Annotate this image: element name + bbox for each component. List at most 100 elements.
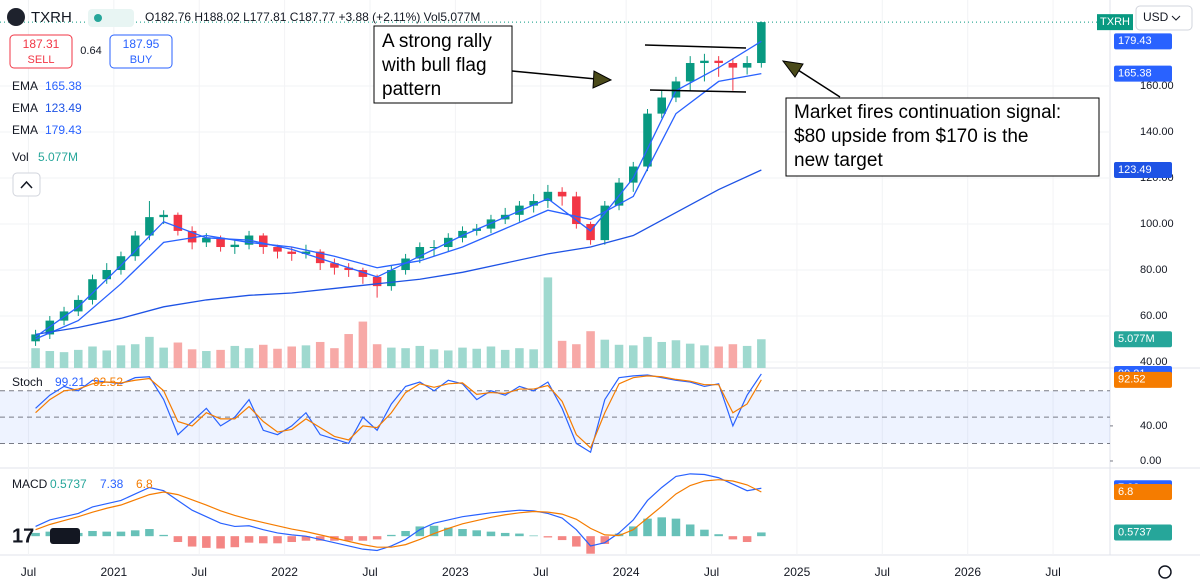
candle-body xyxy=(543,191,553,202)
sell-box[interactable] xyxy=(9,34,73,69)
candle-body xyxy=(515,205,524,215)
volume-bar xyxy=(543,277,553,368)
y-tick-label: 160.00 xyxy=(1140,80,1174,92)
macd-line xyxy=(35,473,762,552)
histogram-bar xyxy=(244,536,254,543)
volume-bar xyxy=(444,350,453,368)
candle-body xyxy=(429,247,439,249)
histogram-bar xyxy=(429,525,439,537)
price-label-bg xyxy=(1114,65,1172,82)
buy-label[interactable]: BUY xyxy=(130,54,153,66)
buy-price[interactable]: 187.95 xyxy=(123,37,160,51)
histogram-bar xyxy=(515,533,524,537)
candle-body xyxy=(643,113,652,167)
x-tick-label: 2024 xyxy=(613,565,640,579)
dropdown-icon[interactable] xyxy=(1171,15,1181,21)
volume-bar xyxy=(586,331,595,368)
volume-bar xyxy=(529,349,538,368)
volume-bar xyxy=(472,348,481,368)
ema-line xyxy=(35,169,762,336)
collapse-button[interactable] xyxy=(12,172,41,197)
histogram-bar xyxy=(259,536,268,544)
volume-bar xyxy=(401,348,410,368)
volume-bar xyxy=(315,341,325,368)
pane-title: MACD xyxy=(12,477,48,491)
candle-body xyxy=(685,63,695,82)
currency-box[interactable] xyxy=(1135,5,1193,31)
volume-bar xyxy=(387,347,396,368)
x-tick-label: 2025 xyxy=(784,565,811,579)
candle-body xyxy=(31,334,40,342)
candle-body xyxy=(714,60,723,64)
value-label: 0.5737 xyxy=(1118,526,1152,538)
histogram-bar xyxy=(614,533,624,537)
buy-button[interactable]: 187.95 BUY xyxy=(109,34,173,69)
sell-button[interactable]: 187.31 SELL xyxy=(9,34,73,69)
volume-bar xyxy=(728,344,738,368)
collapse-box[interactable] xyxy=(12,172,41,197)
candle-body xyxy=(586,224,595,241)
x-tick-label: Jul xyxy=(21,565,36,579)
histogram-bar xyxy=(600,536,610,544)
volume-bar xyxy=(202,351,211,368)
price-label: 165.38 xyxy=(1118,68,1152,80)
histogram-bar xyxy=(757,532,766,537)
volume-bar xyxy=(742,345,752,368)
y-tick-label: 0.00 xyxy=(1140,455,1161,467)
histogram-bar xyxy=(742,536,752,543)
candle-body xyxy=(330,263,339,268)
sell-label[interactable]: SELL xyxy=(28,54,55,66)
histogram-bar xyxy=(102,531,111,537)
volume-bar xyxy=(244,348,254,368)
x-tick-label: Jul xyxy=(192,565,207,579)
candle-body xyxy=(572,196,581,225)
currency[interactable]: USD xyxy=(1143,10,1169,24)
ohlc-readout: O182.76 H188.02 L177.81 C187.77 +3.88 (+… xyxy=(145,10,480,24)
annotation-text: with bull flag xyxy=(381,55,487,76)
histogram-bar xyxy=(202,536,211,548)
candle-body xyxy=(614,182,624,206)
candle-body xyxy=(88,279,97,300)
volume-bar xyxy=(187,349,197,368)
histogram-bar xyxy=(287,536,296,543)
flag-line xyxy=(644,44,747,49)
legend-value: 0.5737 xyxy=(50,477,87,491)
candle-body xyxy=(486,219,496,229)
x-tick-label: Jul xyxy=(875,565,890,579)
volume-bar xyxy=(301,345,311,368)
buy-box[interactable] xyxy=(109,34,173,69)
value-label-bg xyxy=(1114,371,1172,388)
histogram-bar xyxy=(557,536,567,541)
volume-bar xyxy=(230,345,240,368)
volume-bar xyxy=(614,344,624,368)
annotation-text: $80 upside from $170 is the xyxy=(794,126,1029,147)
candle-body xyxy=(287,251,296,254)
legend-name: Vol xyxy=(12,150,29,164)
candle-body xyxy=(259,235,268,248)
volume-bar xyxy=(273,348,282,368)
annotation-text: pattern xyxy=(382,79,441,100)
candle-body xyxy=(230,244,240,248)
volume-bar xyxy=(344,334,353,368)
gear-icon[interactable] xyxy=(1158,565,1172,579)
currency-dropdown[interactable]: USD xyxy=(1135,5,1193,31)
settings-button[interactable] xyxy=(1158,565,1172,579)
x-tick-label: Jul xyxy=(704,565,719,579)
sell-price[interactable]: 187.31 xyxy=(23,37,60,51)
candle-body xyxy=(344,267,353,271)
candle-body xyxy=(116,256,126,271)
candle-body xyxy=(757,22,766,64)
legend-value: 6.8 xyxy=(136,477,153,491)
histogram-bar xyxy=(187,536,197,547)
volume-bar xyxy=(330,348,339,368)
candle-body xyxy=(387,270,396,287)
volume-bar xyxy=(130,344,140,368)
histogram-bar xyxy=(173,536,183,543)
collapse-icon[interactable] xyxy=(20,180,33,189)
price-label: 123.49 xyxy=(1118,164,1152,176)
histogram-bar xyxy=(728,536,738,540)
brand-logo: 17 xyxy=(12,525,34,547)
histogram-bar xyxy=(714,534,723,537)
